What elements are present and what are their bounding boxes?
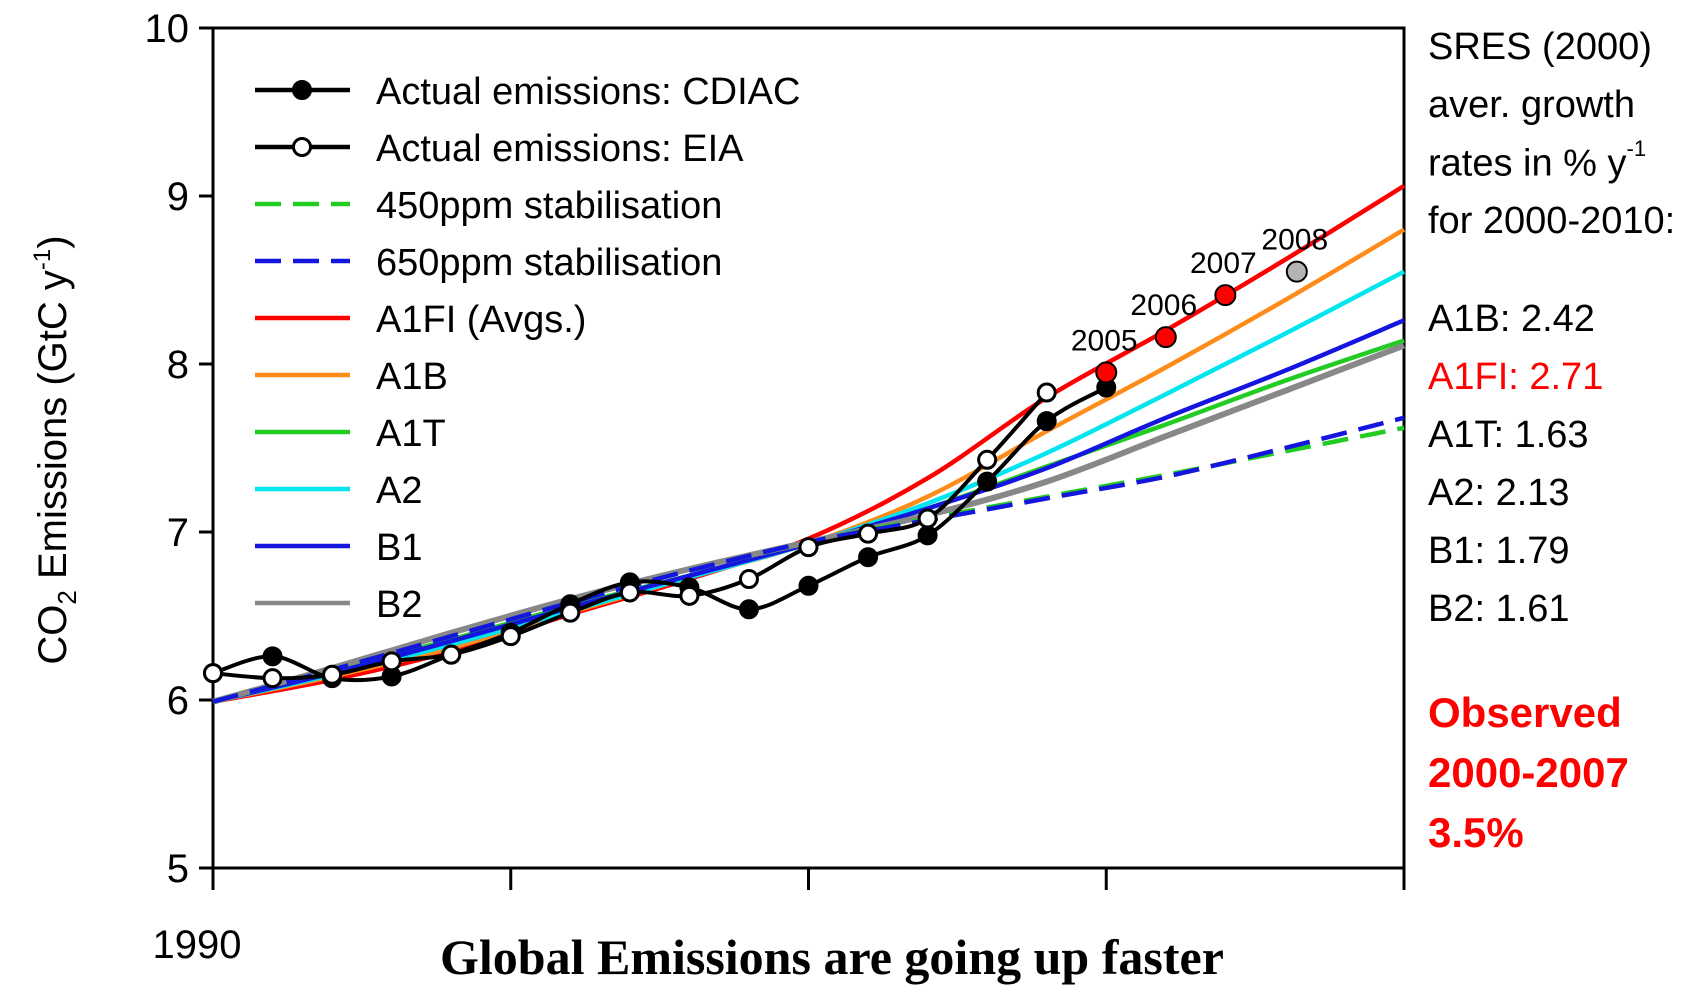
x-tick-label: 1990 [153,923,242,962]
legend-label: A1FI (Avgs.) [376,299,586,341]
legend-label: B2 [376,584,422,626]
legend-marker [292,137,312,157]
point-cdiac [1036,411,1057,432]
point-eia [441,644,462,665]
legend-label: Actual emissions: EIA [376,128,744,170]
legend-label: B1 [376,527,422,569]
legend-label: A1T [376,413,446,455]
point-eia [1036,382,1057,403]
legend: Actual emissions: CDIAC Actual emissions:… [255,71,800,626]
point-eia [679,585,700,606]
point-eia [738,569,759,590]
growth-rate-item: B2: 1.61 [1428,588,1570,630]
sres-title-line4: for 2000-2010: [1428,200,1676,242]
recent-point [1285,260,1308,283]
recent-point [1095,361,1118,384]
observation-markers [203,377,1117,689]
y-tick-label: 9 [167,175,189,219]
axes: 5 6 7 8 9 10 1990 [145,7,1406,962]
series-line-b2 [212,342,1406,705]
series-line-cdiac [212,385,1108,683]
point-eia [322,664,343,685]
y-tick-label: 5 [167,847,189,891]
sres-title-line2: aver. growth [1428,84,1635,126]
y-axis-label: CO2 Emissions (GtC y-1) [29,235,82,664]
point-cdiac [917,525,938,546]
point-eia [560,602,581,623]
legend-label: A2 [376,470,422,512]
point-eia [977,449,998,470]
point-eia [798,537,819,558]
y-tick-label: 10 [145,7,190,51]
growth-rate-item: A1T: 1.63 [1428,414,1589,456]
observed-line2: 2000-2007 [1428,749,1629,796]
point-eia [500,626,521,647]
sres-title-line3: rates in % y-1 [1428,136,1647,185]
point-eia [262,668,283,689]
legend-label: 450ppm stabilisation [376,185,722,227]
observed-line3: 3.5% [1428,809,1524,856]
recent-year-label: 2006 [1130,289,1197,322]
recent-year-label: 2007 [1190,247,1257,280]
point-cdiac [798,575,819,596]
point-eia [203,663,223,684]
observed-line1: Observed [1428,689,1622,736]
footer-title: Global Emissions are going up faster [440,929,1224,985]
recent-point [1214,284,1237,307]
growth-rate-item: A1FI: 2.71 [1428,356,1604,398]
point-cdiac [738,599,759,620]
growth-rate-item: B1: 1.79 [1428,530,1570,572]
recent-point [1154,326,1177,349]
recent-year-label: 2008 [1261,224,1328,257]
point-cdiac [858,547,879,568]
recent-year-label: 2005 [1071,324,1138,357]
point-eia [381,651,402,672]
legend-label: A1B [376,356,448,398]
point-eia [917,508,938,529]
point-eia [619,582,640,603]
y-tick-label: 8 [167,343,189,387]
legend-marker [292,80,312,100]
legend-label: Actual emissions: CDIAC [376,71,800,113]
growth-rate-item: A2: 2.13 [1428,472,1570,514]
point-eia [858,523,879,544]
growth-rate-item: A1B: 2.42 [1428,298,1595,340]
y-tick-label: 6 [167,679,189,723]
point-cdiac [977,471,998,492]
legend-label: 650ppm stabilisation [376,242,722,284]
point-cdiac [262,646,283,667]
y-tick-label: 7 [167,511,189,555]
sres-title-line1: SRES (2000) [1428,26,1652,68]
